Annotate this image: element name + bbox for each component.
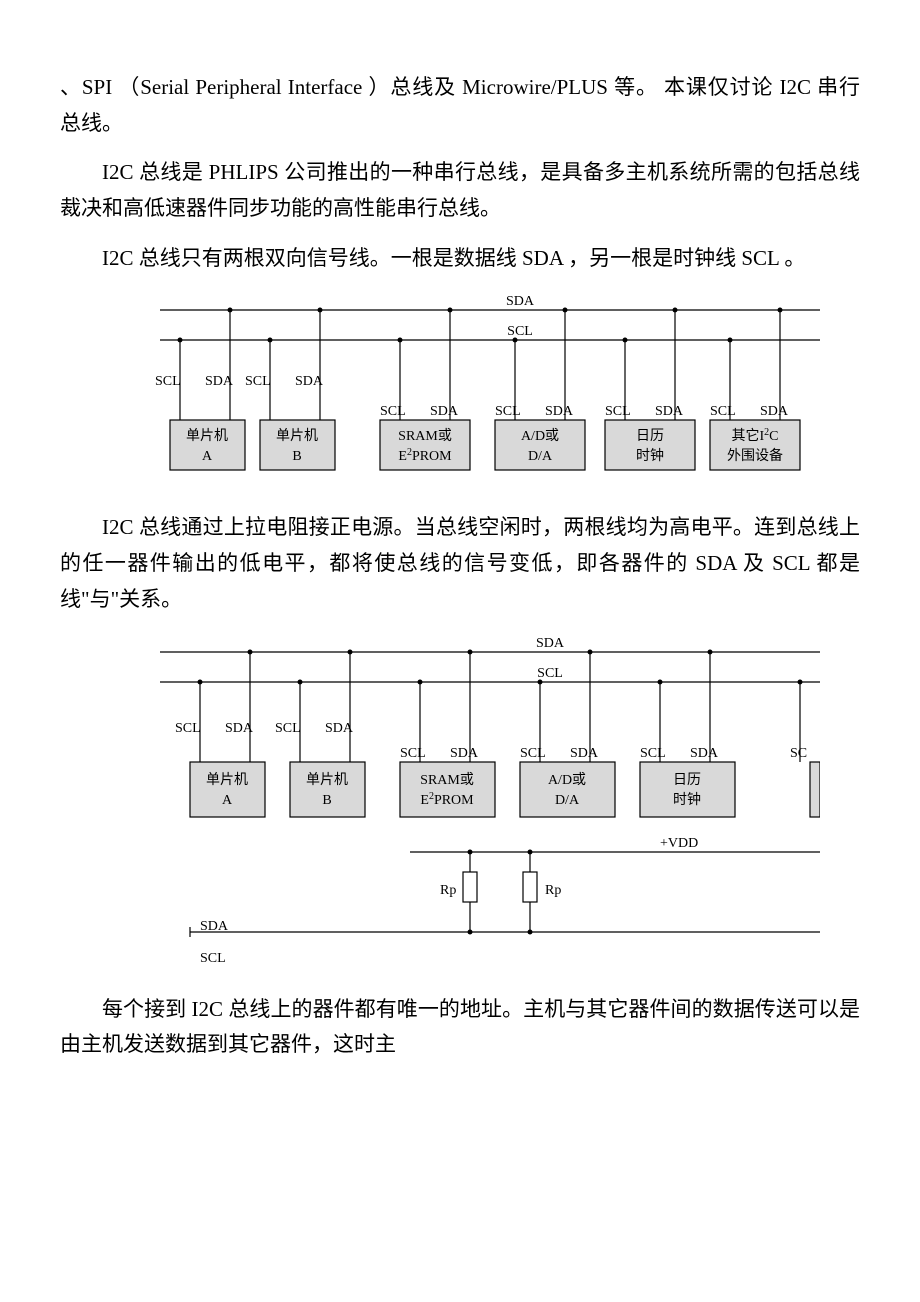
svg-text:SCL: SCL — [640, 746, 666, 761]
node-sram: SCL SDA SRAM或 E2PROM — [380, 308, 470, 471]
bus-sda-label: SDA — [506, 294, 535, 309]
node-mcu-b: SCL SDA 单片机 B — [245, 308, 335, 471]
svg-text:SCL: SCL — [175, 721, 201, 736]
svg-text:SDA: SDA — [760, 404, 789, 419]
svg-text:SDA: SDA — [325, 721, 354, 736]
bus-scl-label: SCL — [507, 324, 533, 339]
svg-text:SCL: SCL — [495, 404, 521, 419]
svg-text:E2PROM: E2PROM — [398, 447, 452, 464]
svg-text:SRAM或: SRAM或 — [398, 428, 452, 444]
svg-text:B: B — [292, 449, 301, 464]
svg-text:D/A: D/A — [555, 793, 580, 808]
paragraph-4: I2C 总线通过上拉电阻接正电源。当总线空闲时，两根线均为高电平。连到总线上的任… — [60, 510, 860, 617]
node-rtc: SCL SDA 日历 时钟 — [605, 308, 695, 471]
svg-text:SCL: SCL — [537, 666, 563, 681]
svg-text:SDA: SDA — [225, 721, 254, 736]
svg-text:B: B — [322, 793, 331, 808]
svg-text:其它I2C: 其它I2C — [731, 427, 778, 444]
i2c-diagram-2: SDA SCL SCL SDA 单片机 A SCL SDA 单片机 B SCL … — [100, 632, 820, 972]
svg-text:Rp: Rp — [545, 883, 561, 898]
scl-cut-label: SCL — [200, 951, 226, 966]
paragraph-3: I2C 总线只有两根双向信号线。一根是数据线 SDA ，另一根是时钟线 SCL … — [60, 241, 860, 277]
svg-text:SDA: SDA — [295, 374, 324, 389]
svg-text:A: A — [202, 449, 213, 464]
svg-text:外围设备: 外围设备 — [727, 447, 783, 464]
sda-bottom-label: SDA — [200, 919, 229, 934]
svg-text:单片机: 单片机 — [276, 428, 318, 444]
svg-text:E2PROM: E2PROM — [420, 791, 474, 808]
svg-text:时钟: 时钟 — [673, 791, 701, 808]
svg-text:单片机: 单片机 — [206, 772, 248, 788]
svg-text:SDA: SDA — [655, 404, 684, 419]
svg-text:SCL: SCL — [400, 746, 426, 761]
svg-text:Rp: Rp — [440, 883, 456, 898]
svg-text:SDA: SDA — [570, 746, 599, 761]
node-other: SCL SDA 其它I2C 外围设备 — [710, 308, 800, 471]
svg-text:SDA: SDA — [545, 404, 574, 419]
svg-text:SCL: SCL — [380, 404, 406, 419]
svg-text:A/D或: A/D或 — [548, 772, 586, 788]
svg-text:SDA: SDA — [205, 374, 234, 389]
svg-text:SCL: SCL — [520, 746, 546, 761]
svg-text:SRAM或: SRAM或 — [420, 772, 474, 788]
svg-text:SDA: SDA — [430, 404, 459, 419]
svg-text:SCL: SCL — [275, 721, 301, 736]
svg-text:SCL: SCL — [245, 374, 271, 389]
cut-pin-label: SC — [790, 746, 807, 761]
paragraph-2: I2C 总线是 PHLIPS 公司推出的一种串行总线，是具备多主机系统所需的包括… — [60, 155, 860, 226]
svg-text:单片机: 单片机 — [186, 428, 228, 444]
vdd-label: +VDD — [660, 836, 698, 851]
paragraph-5: 每个接到 I2C 总线上的器件都有唯一的地址。主机与其它器件间的数据传送可以是由… — [60, 992, 860, 1063]
node-mcu-a: SCL SDA 单片机 A — [155, 308, 245, 471]
svg-text:A/D或: A/D或 — [521, 428, 559, 444]
svg-text:单片机: 单片机 — [306, 772, 348, 788]
svg-text:日历: 日历 — [636, 429, 664, 444]
svg-text:SCL: SCL — [710, 404, 736, 419]
svg-text:SCL: SCL — [605, 404, 631, 419]
pullup-rp-1: Rp — [440, 849, 477, 934]
svg-text:SDA: SDA — [690, 746, 719, 761]
svg-text:D/A: D/A — [528, 449, 553, 464]
i2c-diagram-1: SDA SCL SCL SDA 单片机 A SCL SDA 单片机 B SCL … — [100, 290, 820, 490]
svg-text:SCL: SCL — [155, 374, 181, 389]
paragraph-1: 、SPI （Serial Peripheral Interface ）总线及 M… — [60, 70, 860, 141]
svg-text:SDA: SDA — [536, 636, 565, 651]
svg-text:A: A — [222, 793, 233, 808]
pullup-rp-2: Rp — [523, 849, 561, 934]
svg-text:时钟: 时钟 — [636, 447, 664, 464]
svg-text:日历: 日历 — [673, 773, 701, 788]
svg-text:SDA: SDA — [450, 746, 479, 761]
